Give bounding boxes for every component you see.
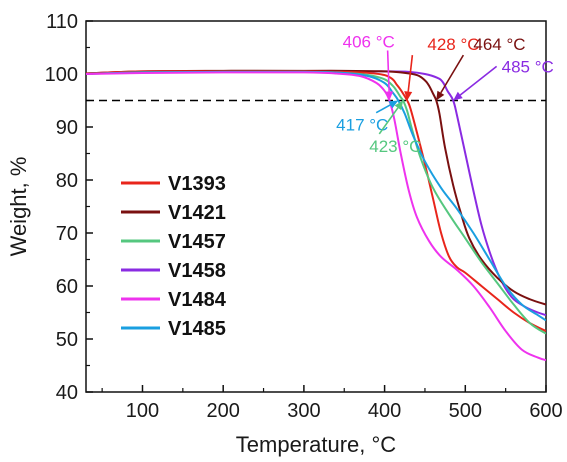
y-tick-label: 40	[56, 382, 78, 404]
legend-label-v1393: V1393	[168, 173, 226, 195]
annotation-arrowhead-v1393	[404, 91, 413, 101]
series-line-v1484	[86, 71, 546, 362]
annotation-label-v1421: 464 °C	[473, 35, 525, 54]
y-axis-title: Weight, %	[6, 157, 31, 257]
y-tick-label: 90	[56, 117, 78, 139]
annotation-arrow-v1485	[375, 104, 391, 114]
legend-label-v1485: V1485	[168, 318, 226, 340]
x-tick-label: 600	[529, 400, 562, 422]
axis-ticks: 100 200 300 400 500 600 40 50 60 70 80 90 100 110	[45, 11, 563, 422]
legend-label-v1457: V1457	[168, 231, 226, 253]
annotation-arrowhead-v1457	[394, 100, 404, 111]
legend-label-v1458: V1458	[168, 260, 226, 282]
y-tick-label: 80	[56, 170, 78, 192]
legend: V1393 V1421 V1457 V1458 V1484 V1485	[121, 173, 227, 340]
annotation-label-v1393: 428 °C	[427, 35, 479, 54]
annotation-arrow-v1458	[459, 65, 498, 96]
annotation-label-v1484: 406 °C	[343, 33, 395, 52]
x-tick-label: 400	[368, 400, 401, 422]
annotation-label-v1485: 417 °C	[336, 116, 388, 135]
legend-label-v1421: V1421	[168, 202, 226, 224]
annotation-arrow-v1457	[378, 107, 399, 135]
series-line-v1458	[86, 70, 546, 317]
y-tick-label: 60	[56, 276, 78, 298]
annotation-arrow-v1393	[407, 55, 414, 92]
annotation-label-v1458: 485 °C	[502, 57, 554, 76]
annotation-arrow-v1421	[440, 54, 465, 94]
y-tick-label: 110	[46, 11, 78, 33]
series-line-v1393	[86, 70, 546, 332]
annotation-arrowhead-v1484	[385, 91, 394, 101]
x-tick-label: 100	[126, 400, 159, 422]
annotation-arrow-v1484	[386, 50, 390, 92]
y-tick-label: 70	[56, 223, 78, 245]
annotation-arrowhead-v1485	[388, 100, 399, 109]
x-axis-title: Temperature, °C	[236, 432, 397, 457]
annotation-arrowhead-v1458	[453, 91, 463, 101]
series-group	[86, 69, 546, 362]
annotation-label-v1457: 423 °C	[369, 137, 421, 156]
y-tick-label: 50	[56, 329, 78, 351]
x-tick-label: 300	[287, 400, 320, 422]
legend-label-v1484: V1484	[168, 289, 227, 311]
y-tick-label: 100	[45, 64, 78, 86]
x-tick-label: 200	[207, 400, 240, 422]
annotation-arrowhead-v1421	[436, 90, 445, 101]
x-tick-label: 500	[449, 400, 482, 422]
